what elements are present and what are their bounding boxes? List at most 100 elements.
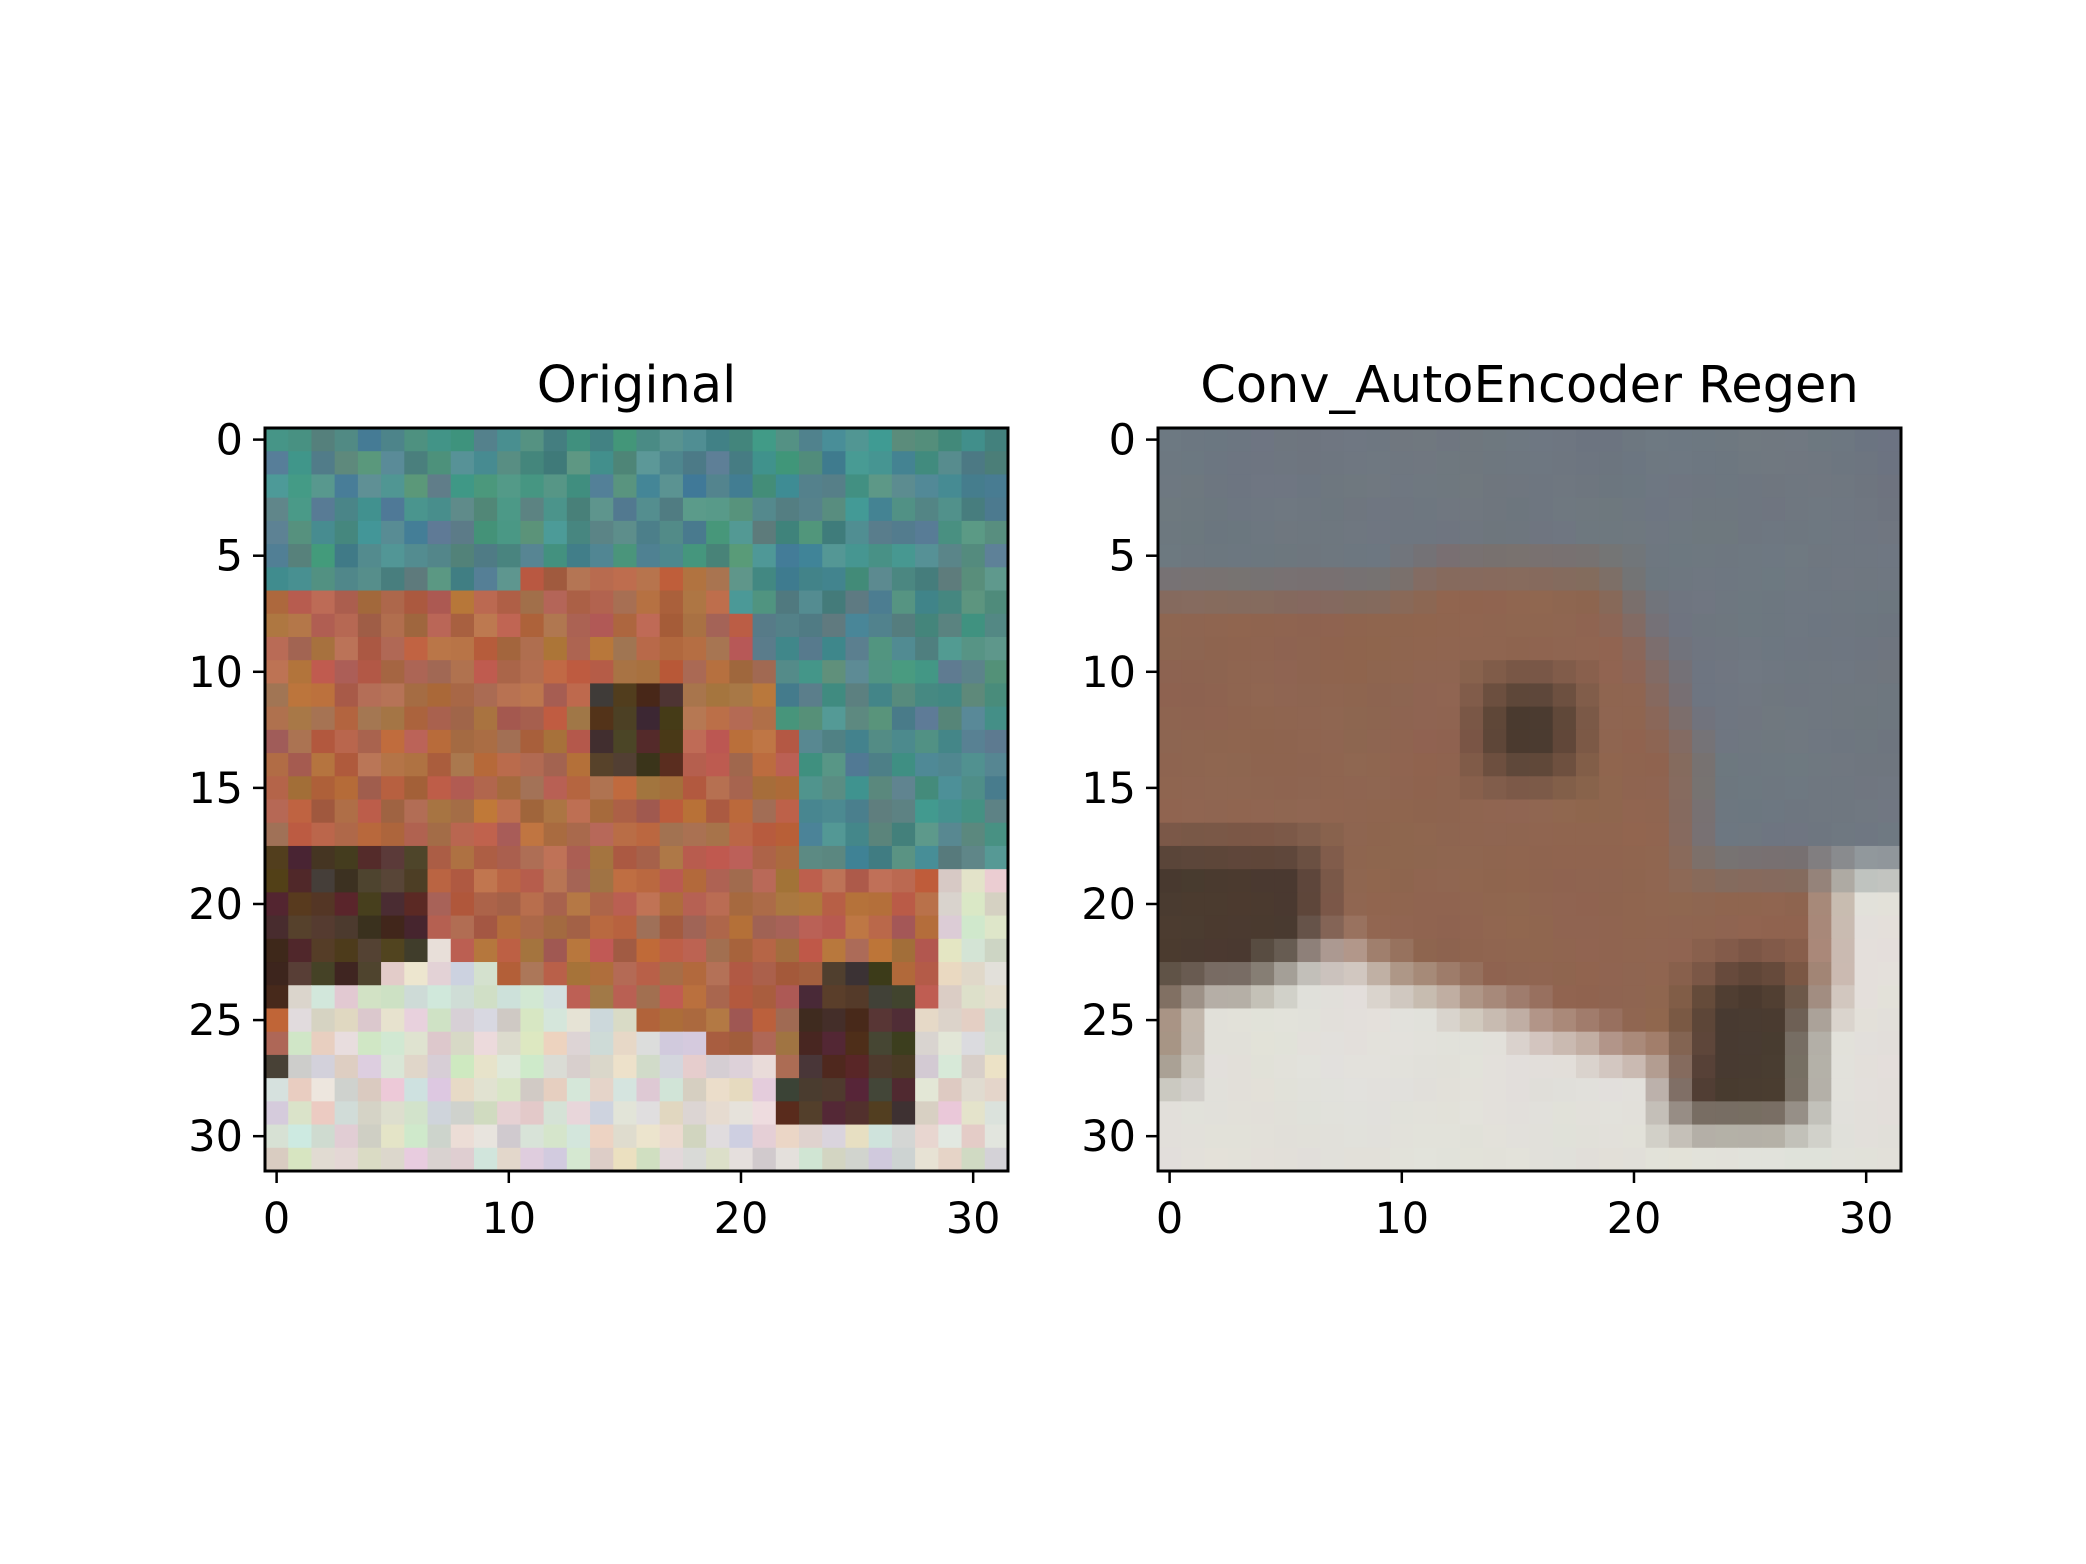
image-pixel [427, 1054, 452, 1079]
image-pixel [1645, 590, 1670, 615]
image-pixel [961, 451, 986, 476]
image-pixel [357, 729, 382, 754]
image-pixel [1506, 706, 1531, 731]
image-pixel [1831, 1101, 1856, 1126]
image-pixel [682, 1101, 707, 1126]
image-pixel [1622, 753, 1647, 777]
image-pixel [1343, 451, 1368, 476]
image-pixel [752, 1008, 777, 1033]
image-pixel [1274, 938, 1298, 963]
image-pixel [1831, 1124, 1856, 1149]
image-pixel [1250, 1008, 1275, 1033]
image-pixel [868, 753, 893, 777]
image-pixel [265, 613, 289, 638]
image-pixel [1622, 428, 1647, 452]
image-pixel [868, 1101, 893, 1126]
image-pixel [1622, 1101, 1647, 1126]
image-pixel [1320, 428, 1345, 452]
image-pixel [1668, 1078, 1693, 1102]
image-pixel [729, 428, 754, 452]
image-pixel [845, 1147, 870, 1172]
image-pixel [659, 1078, 684, 1102]
image-pixel [450, 892, 475, 917]
image-pixel [868, 1124, 893, 1149]
image-pixel [334, 985, 359, 1010]
image-pixel [1877, 962, 1902, 986]
image-pixel [752, 1147, 777, 1172]
image-pixel [473, 1101, 498, 1126]
image-pixel [381, 451, 405, 476]
image-pixel [450, 1078, 475, 1102]
image-pixel [473, 1008, 498, 1033]
image-pixel [473, 544, 498, 568]
image-pixel [752, 636, 777, 661]
image-pixel [1158, 474, 1182, 499]
image-pixel [1413, 428, 1438, 452]
image-pixel [1483, 451, 1507, 476]
image-pixel [497, 1054, 522, 1079]
image-pixel [636, 1008, 661, 1033]
image-pixel [1366, 474, 1391, 499]
image-pixel [1436, 892, 1461, 917]
image-pixel [1645, 1008, 1670, 1033]
image-pixel [1645, 822, 1670, 847]
image-pixel [1413, 1031, 1438, 1056]
image-pixel [706, 636, 730, 661]
image-pixel [1622, 567, 1647, 592]
image-pixel [311, 1124, 336, 1149]
image-pixel [1158, 660, 1182, 685]
image-pixel [1366, 729, 1391, 754]
image-pixel [1622, 799, 1647, 824]
image-pixel [1761, 962, 1786, 986]
image-pixel [520, 776, 545, 801]
image-pixel [682, 845, 707, 870]
image-pixel [1808, 636, 1832, 661]
image-pixel [1575, 822, 1600, 847]
image-pixel [1227, 985, 1252, 1010]
image-pixel [1784, 451, 1809, 476]
image-pixel [427, 474, 452, 499]
image-pixel [1366, 683, 1391, 708]
image-pixel [845, 1078, 870, 1102]
image-pixel [497, 451, 522, 476]
image-pixel [775, 985, 800, 1010]
image-pixel [1459, 1031, 1484, 1056]
image-pixel [1529, 962, 1554, 986]
image-pixel [473, 1147, 498, 1172]
image-pixel [1645, 544, 1670, 568]
image-pixel [868, 799, 893, 824]
image-pixel [1761, 474, 1786, 499]
image-pixel [706, 776, 730, 801]
image-pixel [1250, 636, 1275, 661]
image-pixel [1390, 1124, 1415, 1149]
image-pixel [520, 799, 545, 824]
image-pixel [1761, 1101, 1786, 1126]
image-pixel [1250, 520, 1275, 545]
image-pixel [1575, 544, 1600, 568]
image-pixel [1854, 544, 1879, 568]
image-pixel [1761, 520, 1786, 545]
image-pixel [891, 1101, 916, 1126]
image-pixel [1761, 660, 1786, 685]
image-pixel [822, 799, 847, 824]
image-pixel [682, 567, 707, 592]
image-pixel [1436, 1124, 1461, 1149]
image-pixel [311, 428, 336, 452]
image-pixel [473, 962, 498, 986]
image-pixel [891, 1078, 916, 1102]
image-pixel [1158, 520, 1182, 545]
image-pixel [450, 613, 475, 638]
image-pixel [265, 428, 289, 452]
image-pixel [311, 706, 336, 731]
image-pixel [381, 799, 405, 824]
image-pixel [404, 985, 429, 1010]
image-pixel [1761, 613, 1786, 638]
image-pixel [1483, 590, 1507, 615]
image-pixel [752, 776, 777, 801]
image-pixel [1738, 776, 1763, 801]
image-pixel [1158, 1101, 1182, 1126]
image-pixel [1250, 799, 1275, 824]
image-pixel [1204, 938, 1229, 963]
image-pixel [1552, 729, 1577, 754]
